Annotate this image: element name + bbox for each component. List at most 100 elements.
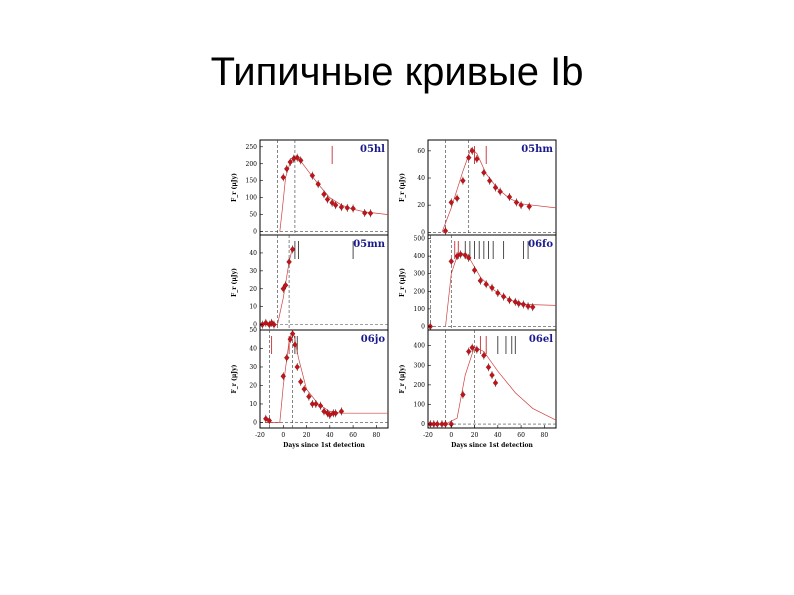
data-point	[466, 348, 472, 355]
data-point	[516, 300, 522, 307]
data-point	[286, 258, 292, 266]
x-axis-label: Days since 1st detection	[451, 442, 533, 449]
data-point	[266, 417, 273, 424]
y-tick-label: 30	[249, 268, 257, 275]
panel-4: 0 10 20 30 40 50 -20 0 20 40 60 80 F_r (μJy) Days sin…	[231, 327, 389, 449]
data-point	[471, 266, 478, 274]
y-tick-label: 400	[414, 343, 426, 350]
data-point	[309, 172, 316, 179]
y-tick-label: 20	[417, 202, 425, 209]
data-point	[442, 227, 449, 235]
y-tick-label: 200	[414, 288, 426, 295]
data-point	[495, 289, 501, 297]
data-point	[284, 354, 290, 361]
data-point	[486, 177, 493, 184]
y-tick-label: 0	[253, 322, 257, 329]
data-point	[469, 147, 475, 155]
data-point	[280, 372, 286, 380]
y-tick-label: 0	[421, 229, 425, 236]
data-point	[520, 301, 527, 308]
x-tick-label: 20	[471, 432, 479, 439]
data-point	[512, 298, 518, 306]
data-point	[282, 281, 289, 289]
y-tick-label: 300	[414, 362, 426, 369]
data-point	[485, 364, 492, 371]
data-point	[460, 177, 466, 184]
data-point	[292, 341, 298, 349]
data-point	[324, 196, 331, 203]
y-tick-label: 50	[249, 212, 257, 219]
y-tick-label: 100	[246, 195, 258, 202]
data-point	[271, 321, 277, 328]
data-point	[525, 303, 531, 310]
y-tick-label: 20	[249, 286, 257, 293]
data-point	[287, 158, 293, 166]
data-point	[489, 371, 495, 379]
data-point	[489, 284, 495, 292]
data-point	[448, 258, 454, 265]
data-point	[457, 251, 464, 258]
y-tick-label: 150	[246, 178, 258, 185]
data-point	[294, 154, 300, 161]
y-tick-label: 0	[421, 421, 425, 428]
object-name: 06fo	[528, 239, 553, 250]
y-tick-label: 40	[249, 250, 257, 257]
data-point	[506, 193, 513, 201]
data-point	[313, 400, 319, 408]
data-point	[492, 184, 499, 191]
data-point	[280, 285, 286, 293]
panel-1: 0 20 40 60 F_r (μJy) 05hm	[399, 139, 557, 236]
data-point	[477, 277, 484, 284]
object-name: 05mn	[353, 239, 385, 250]
y-tick-label: 100	[414, 401, 426, 408]
data-point	[530, 303, 536, 311]
y-tick-label: 0	[253, 229, 257, 236]
data-point	[332, 409, 339, 417]
data-point	[329, 199, 335, 207]
x-tick-label: 0	[281, 432, 285, 439]
object-name: 06jo	[361, 334, 386, 345]
data-point	[338, 408, 345, 415]
y-axis-label: F_r (μJy)	[231, 364, 238, 393]
data-point	[317, 402, 324, 410]
y-tick-label: 10	[249, 304, 257, 311]
x-tick-label: -20	[423, 432, 433, 439]
data-point	[324, 409, 331, 417]
data-point	[263, 415, 269, 422]
data-point	[289, 246, 296, 253]
y-tick-label: 100	[414, 306, 426, 313]
data-point	[289, 330, 296, 337]
panel-0: 0 50 100 150 200 250 F_r (μJy) 05hl	[231, 139, 389, 236]
data-point	[306, 393, 312, 400]
x-tick-label: 60	[517, 432, 525, 439]
data-point	[280, 174, 286, 181]
x-tick-label: 80	[373, 432, 381, 439]
y-tick-label: 200	[246, 161, 258, 168]
y-tick-label: 30	[249, 364, 257, 371]
data-point	[344, 204, 350, 212]
data-point	[481, 169, 487, 176]
x-axis-label: Days since 1st detection	[283, 442, 365, 449]
y-tick-label: 40	[249, 345, 257, 352]
x-tick-label: 40	[494, 432, 502, 439]
y-axis-label: F_r (μJy)	[231, 173, 238, 202]
data-point	[481, 352, 487, 359]
data-point	[500, 293, 507, 300]
y-axis-label: F_r (μJy)	[399, 173, 406, 202]
data-point	[301, 385, 307, 393]
y-tick-label: 200	[414, 382, 426, 389]
y-tick-label: 0	[253, 419, 257, 426]
data-point	[298, 157, 304, 164]
data-point	[492, 379, 499, 387]
data-point	[315, 180, 321, 188]
data-point	[367, 210, 374, 217]
slide-title: Типичные кривые Ib	[210, 50, 584, 94]
x-tick-label: 80	[541, 432, 549, 439]
y-tick-label: 0	[421, 323, 425, 330]
data-point	[294, 363, 300, 371]
object-name: 05hm	[521, 144, 553, 155]
data-point	[434, 420, 441, 428]
data-point	[469, 344, 475, 351]
data-point	[526, 203, 532, 210]
